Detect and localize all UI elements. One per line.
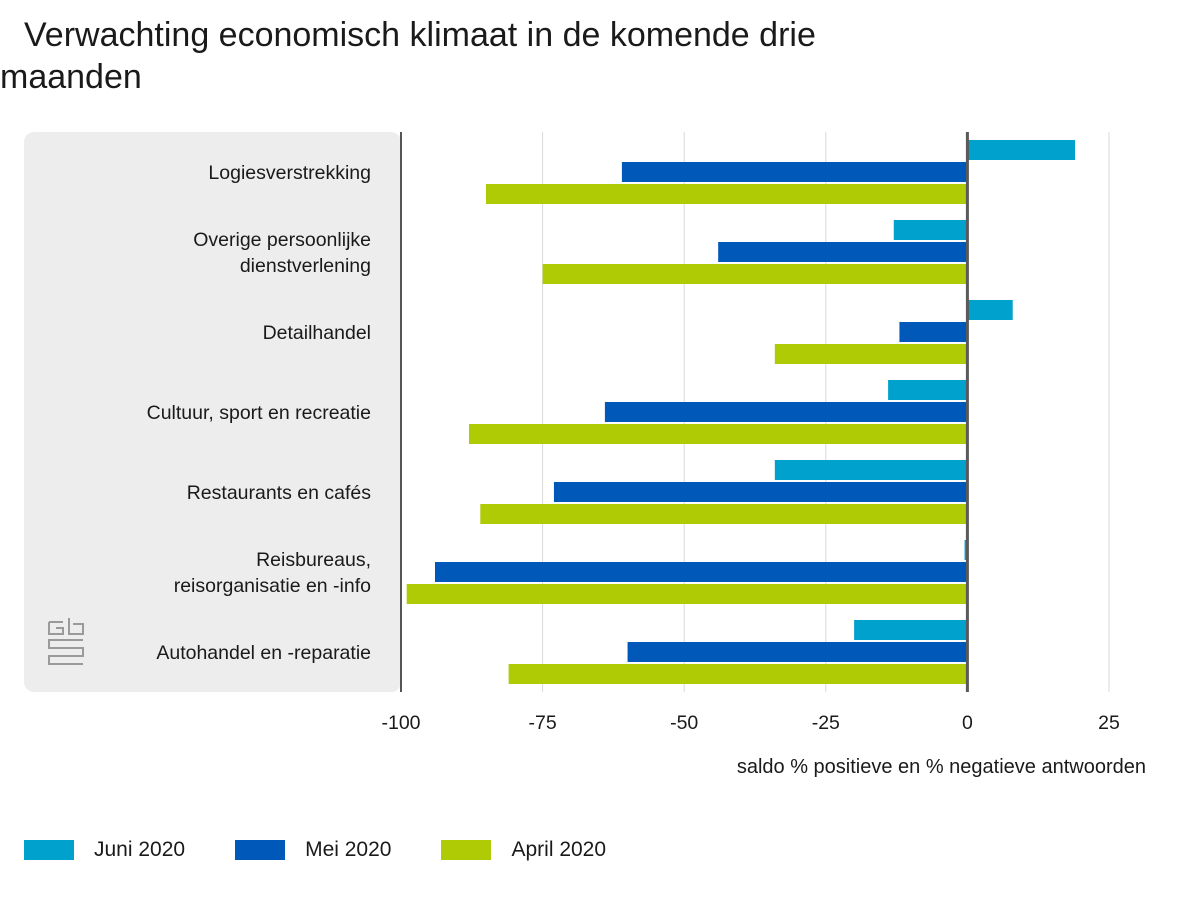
category-label: Overige persoonlijke dienstverlening — [193, 229, 371, 277]
category-label-line: Overige persoonlijke — [193, 229, 371, 251]
bar-april-6[interactable] — [508, 664, 968, 684]
bar-juni-4[interactable] — [774, 460, 968, 480]
category-label-line: Restaurants en cafés — [187, 482, 372, 504]
category-label-line: reisorganisatie en -info — [174, 575, 371, 597]
bar-juni-6[interactable] — [854, 620, 968, 640]
bar-mei-3[interactable] — [604, 402, 968, 422]
x-tick-labels: -100 -75 -50 -25 0 25 — [381, 712, 1120, 734]
bar-april-0[interactable] — [485, 184, 968, 204]
bars — [406, 140, 1076, 684]
category-labels: Logiesverstrekking Overige persoonlijke di… — [147, 162, 372, 664]
legend-label-april: April 2020 — [511, 838, 607, 861]
cbs-logo-icon — [48, 618, 84, 665]
bar-mei-4[interactable] — [553, 482, 968, 502]
legend-item-april[interactable]: April 2020 — [441, 838, 606, 862]
legend-item-juni[interactable]: Juni 2020 — [24, 838, 185, 862]
bar-juni-0[interactable] — [967, 140, 1076, 160]
x-tick-label: -100 — [381, 712, 420, 734]
x-tick-label: -50 — [670, 712, 698, 734]
category-label: Autohandel en -reparatie — [156, 642, 371, 664]
bar-april-2[interactable] — [774, 344, 968, 364]
legend-swatch-mei — [235, 840, 286, 860]
x-tick-label: 25 — [1098, 712, 1120, 734]
legend: Juni 2020 Mei 2020 April 2020 — [24, 838, 656, 862]
legend-item-mei[interactable]: Mei 2020 — [235, 838, 391, 862]
category-label: Detailhandel — [263, 322, 371, 344]
category-label-line: Cultuur, sport en recreatie — [147, 402, 371, 424]
legend-label-mei: Mei 2020 — [305, 838, 392, 861]
bar-april-5[interactable] — [406, 584, 968, 604]
bar-chart: Logiesverstrekking Overige persoonlijke di… — [24, 132, 1146, 778]
x-tick-label: -75 — [529, 712, 557, 734]
bar-mei-1[interactable] — [718, 242, 968, 262]
category-label-line: dienstverlening — [240, 255, 371, 277]
x-axis-title: saldo % positieve en % negatieve antwoor… — [737, 756, 1146, 778]
bar-mei-0[interactable] — [621, 162, 968, 182]
x-tick-label: 0 — [962, 712, 973, 734]
bar-mei-6[interactable] — [627, 642, 968, 662]
bar-juni-3[interactable] — [888, 380, 968, 400]
chart-title: Verwachting economisch klimaat in de kom… — [0, 16, 816, 96]
category-label: Reisbureaus, reisorganisatie en -info — [174, 549, 371, 597]
bar-juni-1[interactable] — [893, 220, 968, 240]
category-label-line: Reisbureaus, — [256, 549, 371, 571]
legend-swatch-juni — [24, 840, 74, 860]
category-label: Restaurants en cafés — [187, 482, 372, 504]
bar-juni-2[interactable] — [967, 300, 1013, 320]
category-label-line: Autohandel en -reparatie — [156, 642, 371, 664]
category-label: Logiesverstrekking — [208, 162, 371, 184]
category-label: Cultuur, sport en recreatie — [147, 402, 371, 424]
legend-swatch-april — [441, 840, 492, 860]
x-tick-label: -25 — [812, 712, 840, 734]
bar-april-3[interactable] — [468, 424, 968, 444]
bar-april-4[interactable] — [480, 504, 968, 524]
bar-mei-5[interactable] — [434, 562, 968, 582]
category-label-line: Detailhandel — [263, 322, 371, 344]
category-label-line: Logiesverstrekking — [208, 162, 371, 184]
category-panel — [24, 132, 401, 692]
legend-label-juni: Juni 2020 — [94, 838, 186, 861]
bar-mei-2[interactable] — [899, 322, 968, 342]
bar-april-1[interactable] — [542, 264, 968, 284]
